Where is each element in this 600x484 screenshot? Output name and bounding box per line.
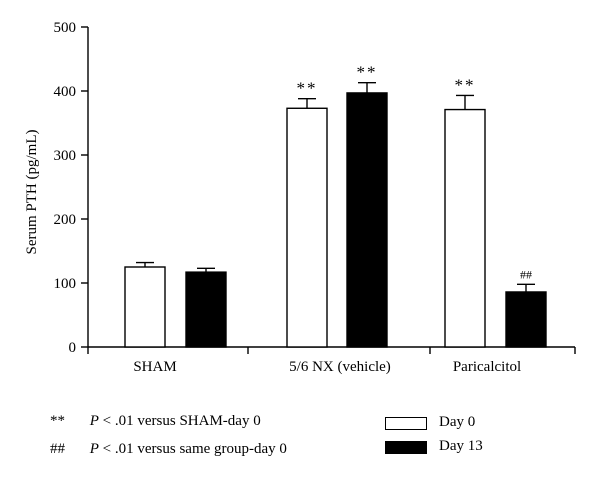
footnote-p: P	[89, 441, 99, 457]
y-axis: 0 100 200 300 400 500	[54, 20, 89, 356]
legend-swatch-day13	[385, 441, 427, 454]
footnote-symbol: ##	[50, 441, 65, 457]
footnote-text: < .01 versus SHAM-day 0	[102, 413, 261, 429]
bar-chart: 0 100 200 300 400 500 SHAM 5/6 NX (vehicle) Par…	[24, 20, 576, 375]
bar	[185, 271, 227, 348]
bar	[346, 92, 388, 348]
x-category-label: 5/6 NX (vehicle)	[289, 359, 391, 375]
y-tick-label: 500	[54, 20, 77, 36]
y-tick-label: 200	[54, 212, 77, 228]
bar	[505, 291, 547, 348]
y-tick-label: 100	[54, 276, 77, 292]
footnote-symbol: **	[50, 413, 65, 429]
significance-mark: ##	[520, 267, 532, 281]
x-axis: SHAM 5/6 NX (vehicle) Paricalcitol	[87, 346, 576, 375]
bar	[124, 266, 166, 348]
y-tick-label: 0	[69, 340, 77, 356]
bars: ** ** ** ##	[124, 63, 547, 348]
footnote-significance-sham: ** P < .01 versus SHAM-day 0	[50, 413, 261, 430]
significance-mark: **	[297, 79, 318, 98]
x-category-label: SHAM	[133, 359, 176, 375]
footnote-significance-group: ## P < .01 versus same group-day 0	[50, 441, 287, 458]
x-category-label: Paricalcitol	[453, 359, 521, 375]
legend-swatch-day0	[385, 417, 427, 430]
y-tick-label: 300	[54, 148, 77, 164]
bar	[444, 108, 486, 348]
y-axis-label: Serum PTH (pg/mL)	[24, 130, 40, 255]
footnote-text: < .01 versus same group-day 0	[102, 441, 287, 457]
bar	[286, 107, 328, 348]
footnote-p: P	[89, 413, 99, 429]
legend-label-day0: Day 0	[439, 414, 476, 430]
y-tick-label: 400	[54, 84, 77, 100]
significance-mark: **	[455, 75, 476, 94]
legend-label-day13: Day 13	[439, 438, 483, 454]
significance-mark: **	[357, 63, 378, 82]
